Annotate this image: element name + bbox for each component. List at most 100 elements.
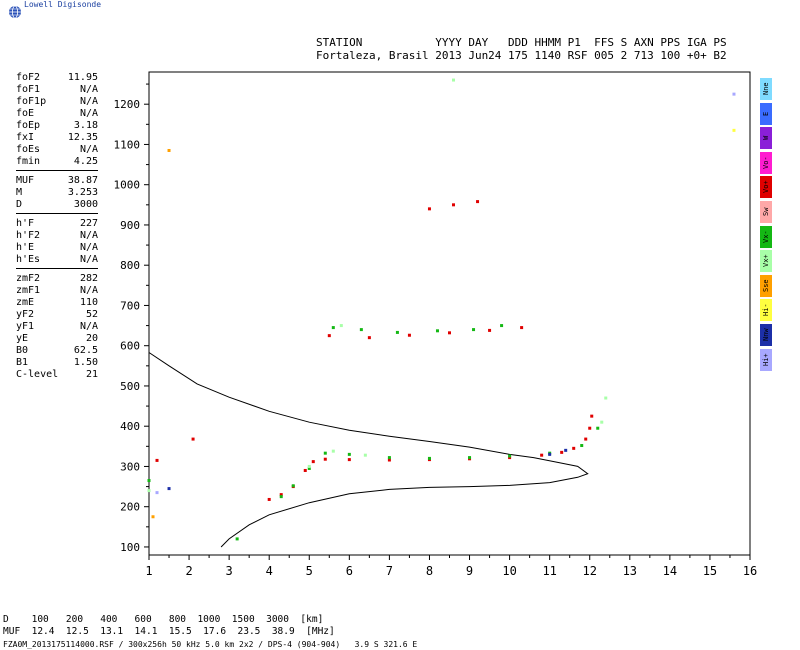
x-tick-label: 1 [145, 564, 152, 578]
parameter-value: 3000 [73, 199, 98, 210]
parameter-label: B1 [16, 357, 29, 368]
legend-item: Nne [760, 78, 772, 100]
y-tick-label: 800 [120, 259, 140, 272]
parameter-label: MUF [16, 175, 35, 186]
parameter-label: D [16, 199, 23, 210]
parameter-row: D 3000 [16, 199, 98, 211]
echo-point [435, 329, 439, 333]
y-tick-label: 200 [120, 501, 140, 514]
echo-point [387, 456, 391, 460]
echo-point [167, 148, 171, 152]
parameter-label: M [16, 187, 23, 198]
echo-point [347, 458, 351, 462]
parameter-row: foF1p N/A [16, 96, 98, 108]
parameter-label: zmF2 [16, 273, 41, 284]
echo-point [452, 203, 456, 207]
x-tick-label: 5 [306, 564, 313, 578]
parameter-label: yF2 [16, 309, 35, 320]
y-tick-label: 400 [120, 420, 140, 433]
parameter-row: foF1 N/A [16, 84, 98, 96]
legend-item: Sse [760, 274, 772, 297]
echo-point [488, 328, 492, 332]
parameter-value: N/A [79, 144, 98, 155]
density-profile-line [148, 352, 589, 548]
echo-point [468, 456, 472, 460]
parameter-row: B0 62.5 [16, 345, 98, 357]
parameter-label: foF1 [16, 84, 41, 95]
x-tick-label: 6 [346, 564, 353, 578]
parameter-value: N/A [79, 285, 98, 296]
x-tick-label: 11 [542, 564, 556, 578]
parameter-label: foE [16, 108, 35, 119]
parameter-label: yF1 [16, 321, 35, 332]
parameter-value: 38.87 [67, 175, 98, 186]
echo-point [323, 457, 327, 461]
y-tick-label: 500 [120, 380, 140, 393]
x-tick-label: 15 [703, 564, 717, 578]
parameter-value: N/A [79, 254, 98, 265]
parameter-label: fxI [16, 132, 35, 143]
x-tick-label: 9 [466, 564, 473, 578]
x-tick-label: 3 [226, 564, 233, 578]
echo-point [548, 452, 552, 456]
echo-point [560, 450, 564, 454]
echo-point [500, 324, 504, 328]
x-tick-label: 4 [266, 564, 273, 578]
x-tick-label: 12 [583, 564, 597, 578]
legend-item: Vx- [760, 225, 772, 248]
parameter-label: zmF1 [16, 285, 41, 296]
parameter-value: N/A [79, 108, 98, 119]
echo-point [151, 515, 155, 519]
echo-point [359, 328, 363, 332]
echo-point [584, 437, 588, 441]
echo-point [307, 464, 311, 468]
echo-point [387, 458, 391, 462]
echo-point [147, 479, 151, 483]
echo-point [472, 328, 476, 332]
echo-point [580, 444, 584, 448]
y-tick-label: 900 [120, 219, 140, 232]
echo-point [508, 456, 512, 460]
echo-point [167, 487, 171, 491]
echo-point [191, 437, 195, 441]
echo-point [303, 468, 307, 472]
parameter-value: 21 [85, 369, 98, 380]
parameter-row: MUF 38.87 [16, 175, 98, 187]
echo-point [732, 128, 736, 132]
echo-point [147, 489, 151, 493]
parameter-row: B1 1.50 [16, 357, 98, 369]
parameter-row: zmF2 282 [16, 273, 98, 285]
echo-point [732, 92, 736, 96]
legend-item: Hi- [760, 299, 772, 322]
echo-point [596, 426, 600, 430]
echo-point [307, 466, 311, 470]
echo-point [291, 484, 295, 488]
echo-point [331, 449, 335, 453]
parameter-row: fxI 12.35 [16, 132, 98, 144]
channel-legend: Nne E W Vo- Vo+ Sw Vx- Vx+ Sse Hi- Nnw Hi+ [760, 78, 772, 373]
echo-point [600, 420, 604, 424]
parameter-value: N/A [79, 242, 98, 253]
legend-item: Vo- [760, 151, 772, 174]
parameter-label: C-level [16, 369, 59, 380]
echo-point [327, 334, 331, 338]
x-tick-label: 7 [386, 564, 393, 578]
parameter-label: foF1p [16, 96, 47, 107]
echo-point [508, 454, 512, 458]
echo-point [564, 448, 568, 452]
x-tick-label: 14 [663, 564, 677, 578]
ionogram-chart: 1 2 3 4 5 6 7 8 9 10 11 12 13 14 15 1610020030040050060… [114, 71, 757, 578]
echo-point [407, 333, 411, 337]
echo-point [311, 460, 315, 464]
echo-point [367, 336, 371, 340]
x-tick-label: 13 [623, 564, 637, 578]
legend-item: Vo+ [760, 176, 772, 199]
echo-point [572, 446, 576, 450]
parameter-value: 20 [85, 333, 98, 344]
y-tick-label: 100 [120, 541, 140, 554]
x-tick-label: 2 [185, 564, 192, 578]
echo-point [235, 537, 239, 541]
parameter-row: zmE 110 [16, 297, 98, 309]
header-line-1: STATION YYYY DAY DDD HHMM P1 FFS S AXN P… [316, 36, 727, 49]
echo-point [347, 452, 351, 456]
